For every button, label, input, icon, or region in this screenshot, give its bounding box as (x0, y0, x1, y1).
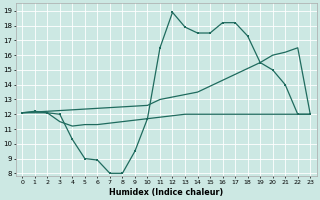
X-axis label: Humidex (Indice chaleur): Humidex (Indice chaleur) (109, 188, 223, 197)
